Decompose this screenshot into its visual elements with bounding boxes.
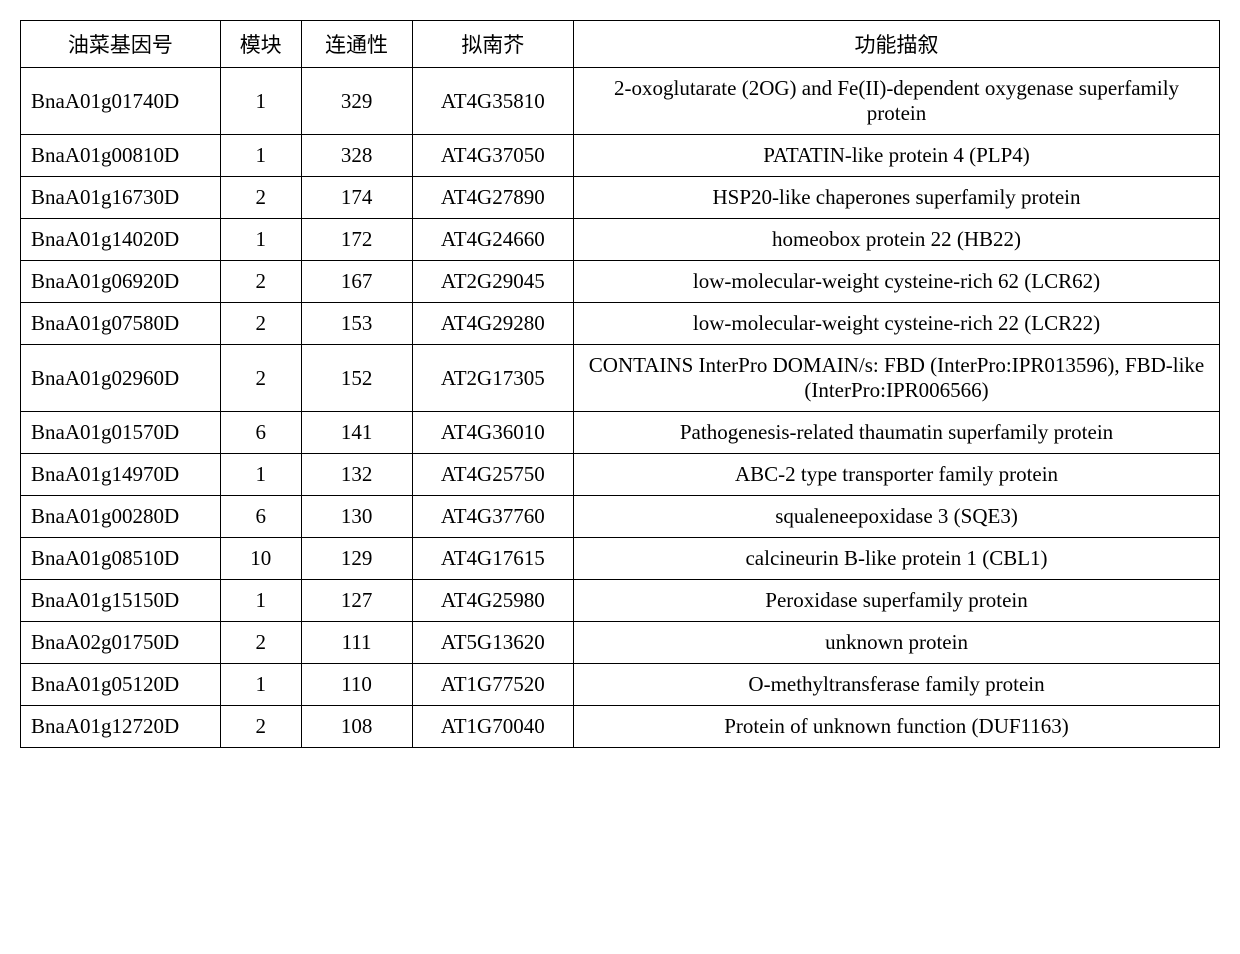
cell-description: CONTAINS InterPro DOMAIN/s: FBD (InterPr… xyxy=(574,345,1220,412)
cell-arabidopsis: AT1G77520 xyxy=(412,664,573,706)
cell-description: homeobox protein 22 (HB22) xyxy=(574,219,1220,261)
cell-arabidopsis: AT4G37050 xyxy=(412,135,573,177)
cell-gene: BnaA01g00810D xyxy=(21,135,221,177)
table-row: BnaA01g00280D6130AT4G37760squaleneepoxid… xyxy=(21,496,1220,538)
table-row: BnaA02g01750D2111AT5G13620unknown protei… xyxy=(21,622,1220,664)
cell-module: 1 xyxy=(220,664,301,706)
table-row: BnaA01g01570D6141AT4G36010Pathogenesis-r… xyxy=(21,412,1220,454)
cell-description: HSP20-like chaperones superfamily protei… xyxy=(574,177,1220,219)
header-arabidopsis: 拟南芥 xyxy=(412,21,573,68)
cell-arabidopsis: AT4G25750 xyxy=(412,454,573,496)
cell-module: 1 xyxy=(220,580,301,622)
cell-module: 1 xyxy=(220,135,301,177)
cell-connectivity: 328 xyxy=(301,135,412,177)
cell-gene: BnaA01g08510D xyxy=(21,538,221,580)
cell-connectivity: 152 xyxy=(301,345,412,412)
cell-description: unknown protein xyxy=(574,622,1220,664)
cell-arabidopsis: AT2G17305 xyxy=(412,345,573,412)
cell-connectivity: 167 xyxy=(301,261,412,303)
cell-description: ABC-2 type transporter family protein xyxy=(574,454,1220,496)
cell-gene: BnaA01g06920D xyxy=(21,261,221,303)
table-row: BnaA01g15150D1127AT4G25980Peroxidase sup… xyxy=(21,580,1220,622)
table-row: BnaA01g02960D2152AT2G17305CONTAINS Inter… xyxy=(21,345,1220,412)
cell-module: 2 xyxy=(220,345,301,412)
table-row: BnaA01g08510D10129AT4G17615calcineurin B… xyxy=(21,538,1220,580)
cell-connectivity: 111 xyxy=(301,622,412,664)
cell-arabidopsis: AT5G13620 xyxy=(412,622,573,664)
cell-description: squaleneepoxidase 3 (SQE3) xyxy=(574,496,1220,538)
table-row: BnaA01g12720D2108AT1G70040Protein of unk… xyxy=(21,706,1220,748)
cell-connectivity: 130 xyxy=(301,496,412,538)
table-row: BnaA01g05120D1110AT1G77520O-methyltransf… xyxy=(21,664,1220,706)
cell-gene: BnaA01g14970D xyxy=(21,454,221,496)
cell-module: 10 xyxy=(220,538,301,580)
cell-gene: BnaA01g00280D xyxy=(21,496,221,538)
cell-module: 6 xyxy=(220,412,301,454)
table-row: BnaA01g07580D2153AT4G29280low-molecular-… xyxy=(21,303,1220,345)
cell-description: low-molecular-weight cysteine-rich 22 (L… xyxy=(574,303,1220,345)
cell-connectivity: 110 xyxy=(301,664,412,706)
cell-connectivity: 129 xyxy=(301,538,412,580)
header-description: 功能描叙 xyxy=(574,21,1220,68)
cell-arabidopsis: AT4G35810 xyxy=(412,68,573,135)
cell-arabidopsis: AT4G36010 xyxy=(412,412,573,454)
cell-description: PATATIN-like protein 4 (PLP4) xyxy=(574,135,1220,177)
cell-gene: BnaA01g12720D xyxy=(21,706,221,748)
cell-description: Pathogenesis-related thaumatin superfami… xyxy=(574,412,1220,454)
cell-connectivity: 172 xyxy=(301,219,412,261)
cell-gene: BnaA01g05120D xyxy=(21,664,221,706)
cell-description: Protein of unknown function (DUF1163) xyxy=(574,706,1220,748)
cell-gene: BnaA01g07580D xyxy=(21,303,221,345)
cell-description: low-molecular-weight cysteine-rich 62 (L… xyxy=(574,261,1220,303)
cell-description: calcineurin B-like protein 1 (CBL1) xyxy=(574,538,1220,580)
cell-gene: BnaA01g02960D xyxy=(21,345,221,412)
cell-module: 1 xyxy=(220,68,301,135)
cell-description: 2-oxoglutarate (2OG) and Fe(II)-dependen… xyxy=(574,68,1220,135)
cell-gene: BnaA02g01750D xyxy=(21,622,221,664)
table-body: BnaA01g01740D1329AT4G358102-oxoglutarate… xyxy=(21,68,1220,748)
cell-module: 1 xyxy=(220,454,301,496)
cell-arabidopsis: AT4G17615 xyxy=(412,538,573,580)
cell-connectivity: 127 xyxy=(301,580,412,622)
table-row: BnaA01g14970D1132AT4G25750ABC-2 type tra… xyxy=(21,454,1220,496)
table-row: BnaA01g00810D1328AT4G37050PATATIN-like p… xyxy=(21,135,1220,177)
gene-table: 油菜基因号 模块 连通性 拟南芥 功能描叙 BnaA01g01740D1329A… xyxy=(20,20,1220,748)
cell-module: 2 xyxy=(220,706,301,748)
cell-module: 2 xyxy=(220,261,301,303)
cell-module: 2 xyxy=(220,177,301,219)
table-row: BnaA01g14020D1172AT4G24660homeobox prote… xyxy=(21,219,1220,261)
cell-arabidopsis: AT4G29280 xyxy=(412,303,573,345)
header-module: 模块 xyxy=(220,21,301,68)
table-row: BnaA01g06920D2167AT2G29045low-molecular-… xyxy=(21,261,1220,303)
cell-connectivity: 108 xyxy=(301,706,412,748)
cell-description: O-methyltransferase family protein xyxy=(574,664,1220,706)
table-row: BnaA01g16730D2174AT4G27890HSP20-like cha… xyxy=(21,177,1220,219)
cell-arabidopsis: AT1G70040 xyxy=(412,706,573,748)
cell-arabidopsis: AT4G37760 xyxy=(412,496,573,538)
cell-gene: BnaA01g14020D xyxy=(21,219,221,261)
cell-arabidopsis: AT4G24660 xyxy=(412,219,573,261)
cell-module: 2 xyxy=(220,622,301,664)
cell-gene: BnaA01g01740D xyxy=(21,68,221,135)
cell-gene: BnaA01g16730D xyxy=(21,177,221,219)
cell-connectivity: 329 xyxy=(301,68,412,135)
header-gene: 油菜基因号 xyxy=(21,21,221,68)
header-connectivity: 连通性 xyxy=(301,21,412,68)
cell-arabidopsis: AT4G27890 xyxy=(412,177,573,219)
cell-description: Peroxidase superfamily protein xyxy=(574,580,1220,622)
cell-module: 2 xyxy=(220,303,301,345)
table-header-row: 油菜基因号 模块 连通性 拟南芥 功能描叙 xyxy=(21,21,1220,68)
cell-connectivity: 132 xyxy=(301,454,412,496)
cell-module: 1 xyxy=(220,219,301,261)
cell-arabidopsis: AT4G25980 xyxy=(412,580,573,622)
cell-arabidopsis: AT2G29045 xyxy=(412,261,573,303)
cell-connectivity: 141 xyxy=(301,412,412,454)
cell-module: 6 xyxy=(220,496,301,538)
cell-gene: BnaA01g15150D xyxy=(21,580,221,622)
cell-gene: BnaA01g01570D xyxy=(21,412,221,454)
cell-connectivity: 174 xyxy=(301,177,412,219)
table-row: BnaA01g01740D1329AT4G358102-oxoglutarate… xyxy=(21,68,1220,135)
cell-connectivity: 153 xyxy=(301,303,412,345)
